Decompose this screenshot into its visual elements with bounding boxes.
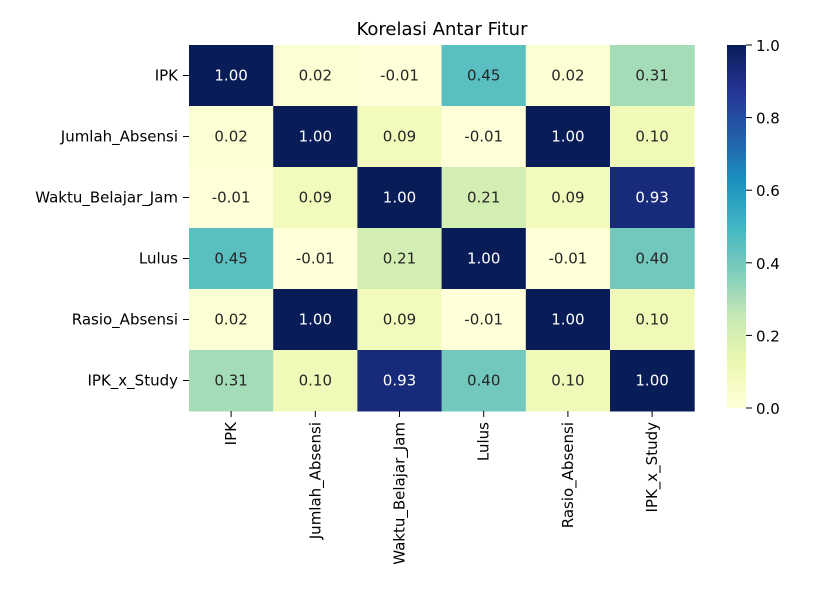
heatmap-cell-1-0 bbox=[189, 106, 274, 168]
cell-annotation-0-0: 1.00 bbox=[214, 67, 247, 85]
heatmap-cell-4-2 bbox=[357, 289, 443, 351]
heatmap-cell-2-3 bbox=[441, 167, 527, 229]
y-tick-labels: IPK Jumlah_Absensi Waktu_Belajar_Jam Lulus R… bbox=[35, 67, 189, 391]
heatmap-cell-3-1 bbox=[273, 228, 358, 290]
heatmap-cell-4-3 bbox=[441, 289, 527, 351]
heatmap-cell-3-0 bbox=[189, 228, 274, 290]
y-tick-label: IPK bbox=[155, 67, 179, 85]
heatmap-cell-5-5 bbox=[610, 350, 695, 412]
cell-annotation-1-5: 0.10 bbox=[635, 128, 668, 146]
heatmap-cells: 1.00 0.02 -0.01 0.45 0.02 0.31 0.02 1.00 0.09 -0.… bbox=[189, 45, 695, 412]
heatmap-cell-2-0 bbox=[189, 167, 274, 229]
cell-annotation-2-5: 0.93 bbox=[635, 189, 668, 207]
y-tick-label: Waktu_Belajar_Jam bbox=[35, 189, 178, 208]
colorbar-tick-label: 0.6 bbox=[756, 182, 780, 200]
cell-annotation-4-3: -0.01 bbox=[464, 311, 503, 329]
heatmap-cell-1-3 bbox=[441, 106, 527, 168]
heatmap-cell-5-4 bbox=[525, 350, 611, 412]
cell-annotation-4-2: 0.09 bbox=[383, 311, 416, 329]
y-tick-label: Jumlah_Absensi bbox=[60, 128, 178, 147]
heatmap-cell-3-5 bbox=[610, 228, 695, 290]
cell-annotation-1-2: 0.09 bbox=[383, 128, 416, 146]
colorbar-tick-label: 0.8 bbox=[756, 110, 780, 128]
x-tick-label: Rasio_Absensi bbox=[559, 422, 578, 528]
cell-annotation-1-4: 1.00 bbox=[551, 128, 584, 146]
heatmap-cell-4-1 bbox=[273, 289, 358, 351]
heatmap-cell-4-0 bbox=[189, 289, 274, 351]
heatmap-cell-0-4 bbox=[525, 45, 611, 107]
cell-annotation-5-4: 0.10 bbox=[551, 372, 584, 390]
heatmap-cell-4-5 bbox=[610, 289, 695, 351]
colorbar-gradient bbox=[727, 45, 746, 408]
cell-annotation-4-1: 1.00 bbox=[299, 311, 332, 329]
cell-annotation-0-1: 0.02 bbox=[299, 67, 332, 85]
heatmap-cell-5-0 bbox=[189, 350, 274, 412]
colorbar-tick-label: 0.0 bbox=[756, 400, 780, 418]
heatmap-cell-5-1 bbox=[273, 350, 358, 412]
cell-annotation-3-4: -0.01 bbox=[548, 250, 587, 268]
cell-annotation-4-5: 0.10 bbox=[635, 311, 668, 329]
cell-annotation-0-2: -0.01 bbox=[380, 67, 419, 85]
heatmap-cell-1-5 bbox=[610, 106, 695, 168]
heatmap-cell-0-0 bbox=[189, 45, 274, 107]
cell-annotation-3-3: 1.00 bbox=[467, 250, 500, 268]
chart-title: Korelasi Antar Fitur bbox=[357, 19, 529, 40]
heatmap-cell-0-5 bbox=[610, 45, 695, 107]
heatmap-cell-1-4 bbox=[525, 106, 611, 168]
heatmap-cell-0-2 bbox=[357, 45, 443, 107]
cell-annotation-2-0: -0.01 bbox=[212, 189, 251, 207]
cell-annotation-4-4: 1.00 bbox=[551, 311, 584, 329]
x-tick-label: Jumlah_Absensi bbox=[306, 422, 325, 540]
heatmap-cell-0-1 bbox=[273, 45, 358, 107]
colorbar-tick-label: 0.4 bbox=[756, 255, 780, 273]
heatmap-cell-2-2 bbox=[357, 167, 443, 229]
cell-annotation-5-3: 0.40 bbox=[467, 372, 500, 390]
cell-annotation-5-1: 0.10 bbox=[299, 372, 332, 390]
colorbar: 0.0 0.2 0.4 0.6 0.8 1.0 bbox=[727, 37, 780, 418]
cell-annotation-1-1: 1.00 bbox=[299, 128, 332, 146]
cell-annotation-1-3: -0.01 bbox=[464, 128, 503, 146]
cell-annotation-5-5: 1.00 bbox=[635, 372, 668, 390]
heatmap-cell-2-1 bbox=[273, 167, 358, 229]
cell-annotation-2-2: 1.00 bbox=[383, 189, 416, 207]
cell-annotation-3-5: 0.40 bbox=[635, 250, 668, 268]
cell-annotation-2-4: 0.09 bbox=[551, 189, 584, 207]
cell-annotation-0-5: 0.31 bbox=[635, 67, 668, 85]
heatmap-cell-2-5 bbox=[610, 167, 695, 229]
x-tick-label: IPK bbox=[222, 421, 240, 445]
y-tick-label: Rasio_Absensi bbox=[72, 311, 178, 330]
cell-annotation-0-4: 0.02 bbox=[551, 67, 584, 85]
cell-annotation-3-1: -0.01 bbox=[296, 250, 335, 268]
heatmap-cell-4-4 bbox=[525, 289, 611, 351]
y-tick-label: Lulus bbox=[139, 250, 178, 268]
heatmap-cell-3-3 bbox=[441, 228, 527, 290]
x-tick-label: Waktu_Belajar_Jam bbox=[391, 422, 410, 565]
heatmap-cell-1-2 bbox=[357, 106, 443, 168]
cell-annotation-2-3: 0.21 bbox=[467, 189, 500, 207]
cell-annotation-2-1: 0.09 bbox=[299, 189, 332, 207]
heatmap-cell-2-4 bbox=[525, 167, 611, 229]
heatmap-cell-3-4 bbox=[525, 228, 611, 290]
x-tick-label: IPK_x_Study bbox=[643, 422, 662, 513]
heatmap-cell-1-1 bbox=[273, 106, 358, 168]
heatmap-cell-3-2 bbox=[357, 228, 443, 290]
heatmap-cell-5-2 bbox=[357, 350, 443, 412]
x-tick-labels: IPK Jumlah_Absensi Waktu_Belajar_Jam Lulus R… bbox=[222, 411, 662, 565]
cell-annotation-5-2: 0.93 bbox=[383, 372, 416, 390]
colorbar-tick-label: 1.0 bbox=[756, 37, 780, 55]
cell-annotation-5-0: 0.31 bbox=[214, 372, 247, 390]
cell-annotation-1-0: 0.02 bbox=[214, 128, 247, 146]
heatmap-cell-0-3 bbox=[441, 45, 527, 107]
cell-annotation-3-2: 0.21 bbox=[383, 250, 416, 268]
cell-annotation-4-0: 0.02 bbox=[214, 311, 247, 329]
colorbar-tick-label: 0.2 bbox=[756, 327, 780, 345]
y-tick-label: IPK_x_Study bbox=[88, 372, 179, 391]
heatmap-cell-5-3 bbox=[441, 350, 527, 412]
cell-annotation-0-3: 0.45 bbox=[467, 67, 500, 85]
cell-annotation-3-0: 0.45 bbox=[214, 250, 247, 268]
x-tick-label: Lulus bbox=[475, 422, 493, 461]
